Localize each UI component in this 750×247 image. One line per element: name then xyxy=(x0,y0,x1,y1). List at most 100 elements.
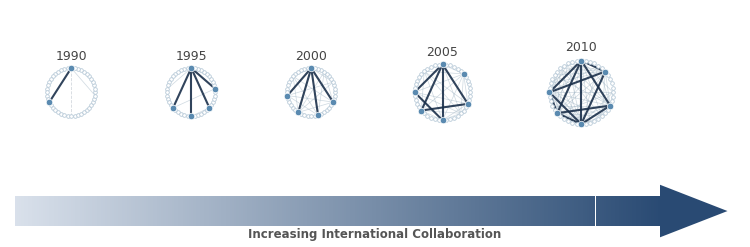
Bar xyxy=(206,196,209,226)
Bar xyxy=(45,196,47,226)
Point xyxy=(425,65,437,69)
Bar xyxy=(94,196,97,226)
Point xyxy=(575,122,587,126)
Point xyxy=(596,66,608,70)
Point xyxy=(315,112,327,116)
Point xyxy=(429,117,441,121)
Point xyxy=(292,70,304,74)
Point xyxy=(329,90,341,94)
Bar xyxy=(406,196,409,226)
Bar xyxy=(308,196,310,226)
Point xyxy=(282,97,294,101)
Point xyxy=(315,68,327,72)
Bar xyxy=(333,196,335,226)
Point xyxy=(416,72,428,76)
Point xyxy=(47,74,59,78)
Point xyxy=(566,60,578,64)
Bar xyxy=(544,196,546,226)
Point xyxy=(596,114,608,118)
Bar xyxy=(559,196,561,226)
Bar xyxy=(52,196,54,226)
Point xyxy=(602,107,614,111)
Point xyxy=(292,110,304,114)
Bar xyxy=(164,196,166,226)
Bar xyxy=(439,196,441,226)
Point xyxy=(464,98,476,102)
Bar xyxy=(471,196,473,226)
Point xyxy=(562,119,574,123)
Point xyxy=(284,80,296,84)
Bar xyxy=(462,196,464,226)
Point xyxy=(326,103,338,107)
Point xyxy=(546,103,558,107)
Text: 1990: 1990 xyxy=(56,50,87,63)
Point xyxy=(201,72,213,76)
Bar xyxy=(273,196,275,226)
Bar xyxy=(630,196,632,226)
Bar xyxy=(238,196,241,226)
Bar xyxy=(127,196,129,226)
Text: Increasing International Collaboration: Increasing International Collaboration xyxy=(248,228,502,242)
Point xyxy=(454,111,466,115)
Bar xyxy=(56,196,58,226)
Point xyxy=(176,68,188,72)
Bar xyxy=(284,196,286,226)
Bar xyxy=(507,196,509,226)
Bar xyxy=(262,196,265,226)
Bar xyxy=(464,196,466,226)
Bar xyxy=(90,196,92,226)
Bar xyxy=(303,196,305,226)
Bar xyxy=(30,196,32,226)
Point xyxy=(281,94,293,98)
Bar xyxy=(602,196,604,226)
Point xyxy=(444,117,456,121)
Point xyxy=(436,118,448,122)
Bar xyxy=(157,196,159,226)
Point xyxy=(318,110,330,114)
Point xyxy=(599,70,611,74)
Point xyxy=(56,68,68,72)
Point xyxy=(607,90,619,94)
Bar xyxy=(518,196,520,226)
Bar xyxy=(335,196,338,226)
Text: 1995: 1995 xyxy=(176,50,207,63)
Point xyxy=(62,66,74,70)
Bar xyxy=(224,196,226,226)
Bar xyxy=(626,196,628,226)
Bar xyxy=(628,196,630,226)
Bar xyxy=(458,196,460,226)
Bar xyxy=(621,196,623,226)
Text: 2010: 2010 xyxy=(566,41,597,54)
Point xyxy=(89,87,101,91)
Point xyxy=(285,77,297,81)
Bar xyxy=(380,196,382,226)
Point xyxy=(410,82,422,86)
Bar xyxy=(503,196,506,226)
Bar xyxy=(47,196,50,226)
Bar xyxy=(301,196,303,226)
Bar xyxy=(292,196,295,226)
Bar xyxy=(310,196,312,226)
Bar xyxy=(580,196,583,226)
Bar xyxy=(28,196,30,226)
Point xyxy=(558,64,570,68)
Point xyxy=(172,110,184,114)
Point xyxy=(460,75,472,79)
Bar xyxy=(563,196,566,226)
Bar xyxy=(118,196,120,226)
Point xyxy=(89,90,101,94)
Bar xyxy=(137,196,140,226)
Point xyxy=(606,99,618,103)
Bar xyxy=(77,196,80,226)
Bar xyxy=(436,196,439,226)
Point xyxy=(462,79,474,82)
Bar xyxy=(479,196,482,226)
Bar xyxy=(422,196,424,226)
Point xyxy=(201,108,213,112)
Point xyxy=(544,95,556,99)
Point xyxy=(452,114,464,118)
Bar xyxy=(475,196,477,226)
Bar xyxy=(523,196,524,226)
Bar xyxy=(196,196,198,226)
Bar xyxy=(389,196,392,226)
